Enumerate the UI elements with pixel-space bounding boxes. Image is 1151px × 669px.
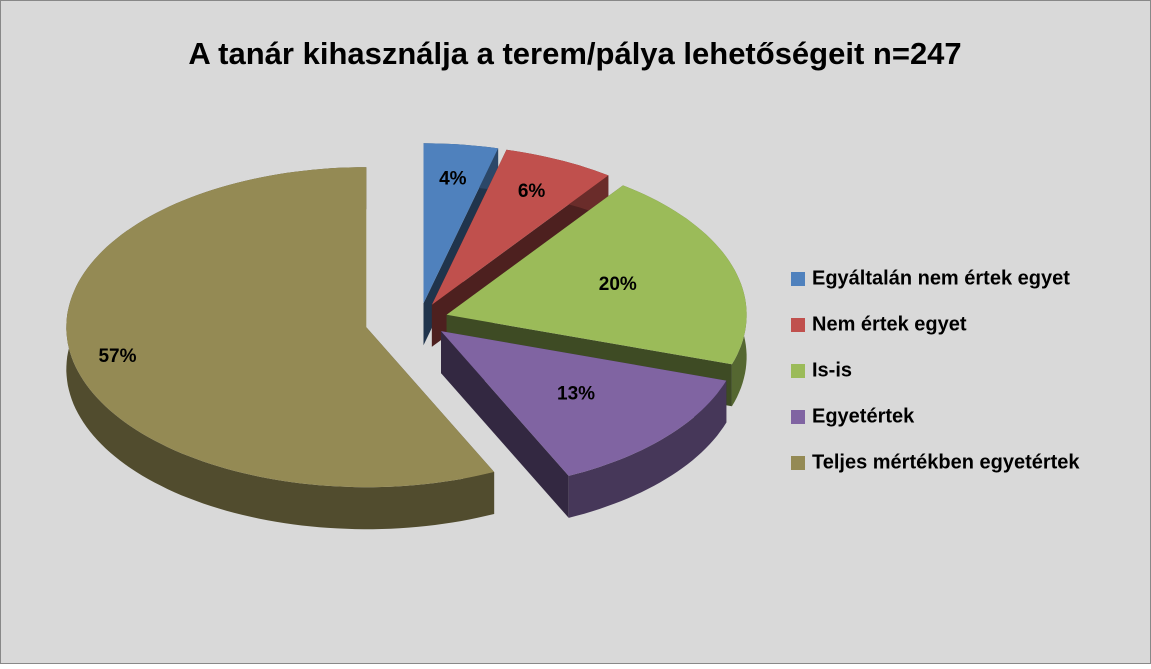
slice [66,167,495,488]
legend-label: Egyetértek [812,405,915,427]
legend-swatch [791,456,805,470]
data-label: 57% [98,346,136,367]
slice-wall [441,331,569,518]
legend-label: Egyáltalán nem értek egyet [812,267,1070,289]
data-label: 13% [557,384,595,405]
legend-swatch [791,318,805,332]
slice-side [66,167,495,530]
legend-swatch [791,272,805,286]
chart-title: A tanár kihasználja a terem/pálya lehető… [188,36,961,71]
pie-slice [441,331,727,518]
slice-side [568,380,727,518]
slice [423,143,499,304]
slice [431,149,609,305]
legend-swatch [791,364,805,378]
legend-label: Is-is [812,359,852,381]
legend-label: Nem értek egyet [812,313,967,335]
data-label: 6% [518,181,546,202]
slice [441,331,727,476]
pie-slice [66,167,495,530]
legend-label: Teljes mértékben egyetértek [812,451,1080,473]
data-label: 20% [599,274,637,295]
legend-swatch [791,410,805,424]
slice [446,185,747,365]
data-label: 4% [439,169,467,190]
